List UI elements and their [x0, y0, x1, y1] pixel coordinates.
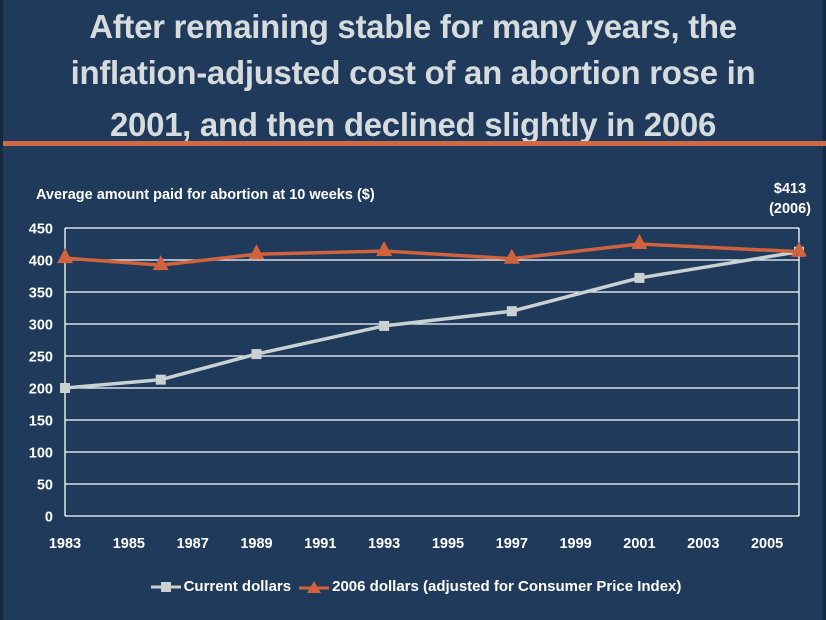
y-tick-label: 400	[29, 254, 53, 270]
y-tick-label: 50	[37, 478, 53, 494]
data-point-triangle	[57, 248, 73, 264]
x-tick-label: 1995	[432, 536, 464, 552]
legend-item-current: Current dollars	[150, 578, 292, 595]
data-point-square	[251, 349, 262, 360]
y-tick-label: 350	[29, 286, 53, 302]
x-tick-label: 1999	[559, 536, 591, 552]
data-point-square	[634, 272, 645, 283]
x-tick-label: 1991	[304, 536, 336, 552]
line-chart: 0 50 100 150 200 250 300 350 400 450 1983 1985 1987…	[29, 222, 807, 552]
legend-label-adjusted: 2006 dollars (adjusted for Consumer Pric…	[332, 578, 682, 595]
x-tick-label: 1997	[496, 536, 528, 552]
x-tick-label: 1993	[368, 536, 400, 552]
x-tick-labels: 1983 1985 1987 1989 1991 1993 1995 1997 1999 2001…	[49, 536, 783, 552]
x-tick-label: 1989	[240, 536, 272, 552]
y-tick-label: 200	[29, 382, 53, 398]
legend-label-current: Current dollars	[183, 578, 292, 595]
y-tick-labels: 0 50 100 150 200 250 300 350 400 450	[29, 222, 53, 526]
annotation-value: $413	[773, 181, 807, 197]
y-tick-label: 100	[29, 446, 53, 462]
y-tick-label: 450	[29, 222, 53, 238]
series-group	[57, 234, 807, 393]
x-tick-label: 1987	[177, 536, 209, 552]
x-tick-label: 2005	[751, 536, 783, 552]
y-axis-label: Average amount paid for abortion at 10 w…	[36, 187, 375, 203]
y-tick-label: 250	[29, 350, 53, 366]
legend: Current dollars 2006 dollars (adjusted f…	[3, 578, 826, 595]
x-tick-label: 1985	[113, 536, 145, 552]
data-point-triangle	[503, 248, 520, 264]
data-point-square	[379, 320, 390, 331]
y-tick-label: 150	[29, 414, 53, 430]
data-point-square	[155, 374, 166, 385]
title-underline-rule	[3, 141, 826, 146]
annotation-year: (2006)	[769, 201, 811, 217]
data-point-triangle	[152, 255, 169, 271]
end-value-annotation: $413 (2006)	[769, 179, 811, 219]
title-line-1: After remaining stable for many years, t…	[89, 8, 737, 45]
series-line	[64, 249, 800, 390]
legend-item-adjusted: 2006 dollars (adjusted for Consumer Pric…	[299, 578, 681, 595]
data-point-square	[506, 306, 517, 317]
series-current-dollars	[60, 246, 804, 393]
triangle-marker-icon	[299, 580, 330, 593]
data-point-triangle	[631, 234, 648, 249]
data-point-square	[60, 383, 70, 393]
y-tick-label: 300	[29, 318, 53, 334]
square-marker-icon	[150, 581, 181, 592]
y-tick-label: 0	[45, 510, 53, 526]
title-line-2: inflation-adjusted cost of an abortion r…	[70, 54, 756, 91]
data-point-triangle	[376, 241, 393, 257]
x-tick-label: 2001	[623, 536, 655, 552]
x-tick-label: 1983	[49, 536, 81, 552]
data-point-triangle	[791, 241, 807, 257]
gridlines	[64, 227, 800, 517]
title-line-3: 2001, and then declined slightly in 2006	[109, 106, 717, 143]
series-line	[64, 242, 800, 267]
series-adjusted-dollars	[57, 234, 807, 271]
x-tick-label: 2003	[687, 536, 719, 552]
slide-title: After remaining stable for many years, t…	[3, 4, 823, 148]
data-point-triangle	[248, 244, 265, 260]
